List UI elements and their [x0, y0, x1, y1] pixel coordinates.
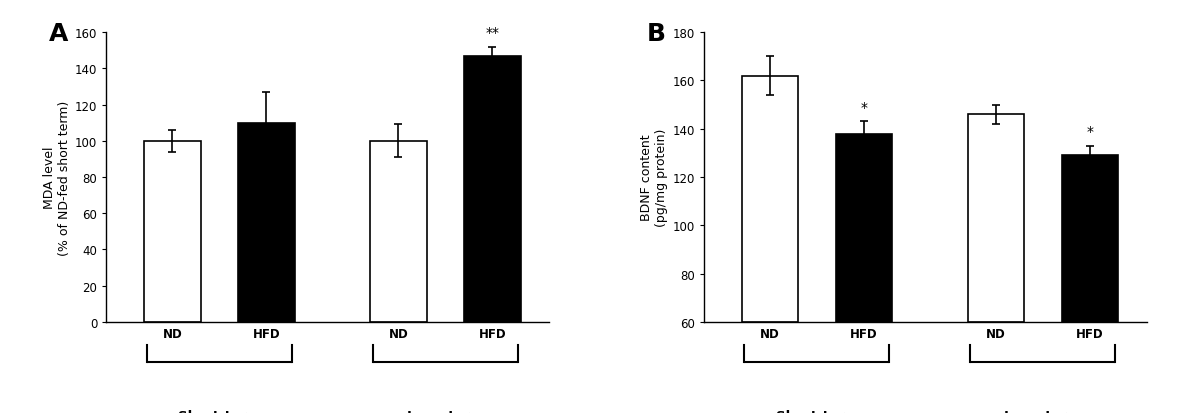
Y-axis label: MDA level
(% of ND-fed short term): MDA level (% of ND-fed short term)	[43, 100, 71, 255]
Text: *: *	[860, 101, 868, 115]
Text: Long-term: Long-term	[407, 409, 485, 413]
Text: A: A	[48, 21, 69, 45]
Bar	[370, 142, 427, 322]
Bar	[465, 57, 521, 322]
Text: *: *	[1086, 125, 1093, 139]
Text: B: B	[647, 21, 665, 45]
Text: Long-term: Long-term	[1004, 409, 1082, 413]
Bar	[144, 142, 201, 322]
Bar	[239, 123, 294, 322]
Bar	[836, 134, 892, 322]
Y-axis label: BDNF content
(pg/mg protein): BDNF content (pg/mg protein)	[641, 128, 668, 227]
Text: **: **	[486, 26, 500, 40]
Text: Short-term: Short-term	[178, 409, 260, 413]
Bar	[741, 76, 798, 322]
Text: Short-term: Short-term	[775, 409, 858, 413]
Bar	[968, 115, 1024, 322]
Bar	[1061, 156, 1118, 322]
